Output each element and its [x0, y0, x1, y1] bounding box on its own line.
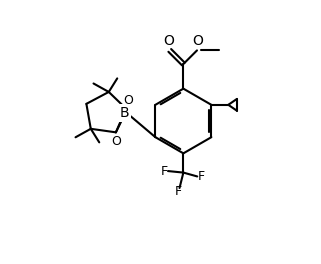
Text: O: O: [163, 34, 174, 48]
Text: F: F: [197, 170, 205, 183]
Text: O: O: [192, 34, 203, 48]
Text: F: F: [160, 164, 168, 178]
Text: O: O: [123, 94, 133, 107]
Text: O: O: [112, 135, 122, 148]
Text: F: F: [175, 185, 182, 198]
Text: B: B: [119, 106, 129, 120]
